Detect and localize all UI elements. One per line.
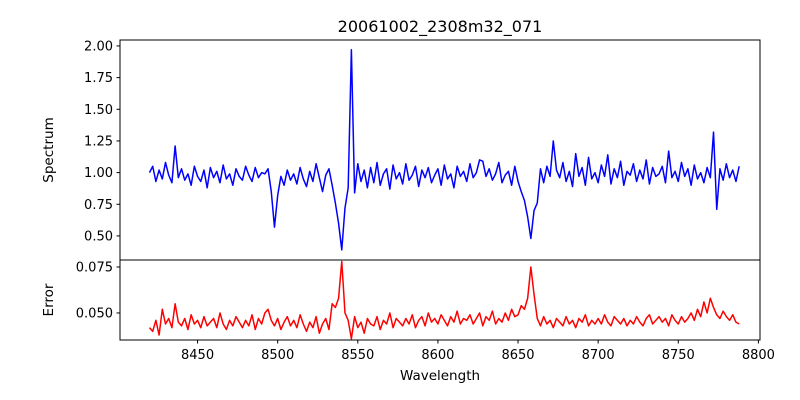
y-tick-label: 0.75 [84, 198, 113, 213]
error-panel: 0.050 0.075 8450 8500 8550 8600 8650 8700 8750 88… [76, 259, 775, 363]
spectrum-panel: 0.50 0.75 1.00 1.25 1.50 1.75 2.00 [84, 39, 761, 261]
y-tick-label: 1.00 [84, 166, 113, 181]
y-tick-label: 1.75 [84, 71, 113, 86]
x-tick-label: 8800 [742, 348, 775, 363]
error-y-label: Error [41, 283, 57, 316]
y-tick-label: 1.50 [84, 103, 113, 118]
y-tick-label: 2.00 [84, 39, 113, 54]
chart-title: 20061002_2308m32_071 [338, 17, 543, 37]
spectrum-series-line [148, 49, 740, 251]
y-tick-label: 0.50 [84, 229, 113, 244]
x-axis-label: Wavelength [400, 368, 480, 384]
x-tick-label: 8650 [501, 348, 534, 363]
x-tick-label: 8500 [261, 348, 294, 363]
x-tick-label: 8750 [662, 348, 695, 363]
x-tick-label: 8450 [181, 348, 214, 363]
x-tick-label: 8700 [582, 348, 615, 363]
y-tick-label: 0.075 [76, 260, 113, 275]
axes-frame [119, 259, 761, 341]
y-tick-label: 0.050 [76, 306, 113, 321]
error-series-line [148, 260, 740, 340]
spectrum-y-label: Spectrum [41, 117, 57, 182]
x-tick-label: 8550 [341, 348, 374, 363]
y-tick-label: 1.25 [84, 134, 113, 149]
x-tick-label: 8600 [421, 348, 454, 363]
axes-frame [119, 39, 761, 261]
